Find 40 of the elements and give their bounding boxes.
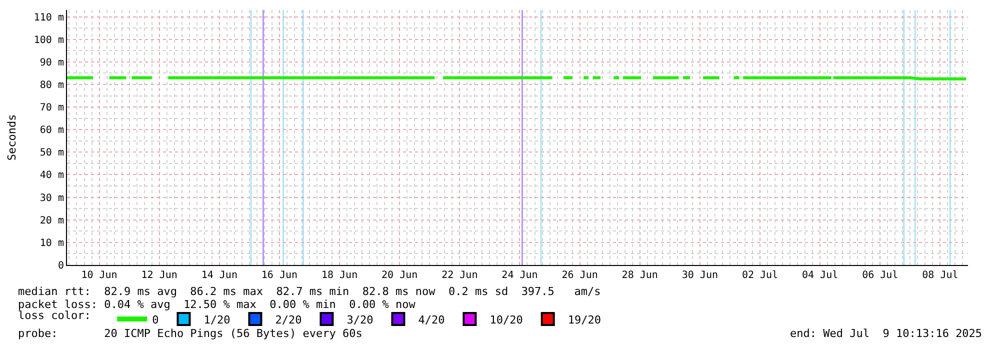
- legend-label: 10/20: [490, 313, 523, 326]
- x-tick-label: 30 Jun: [682, 270, 718, 281]
- y-tick-label: 10 m: [40, 238, 64, 249]
- x-tick-label: 20 Jun: [382, 270, 418, 281]
- y-tick-label: 70 m: [40, 102, 64, 114]
- x-tick-label: 22 Jun: [442, 270, 478, 281]
- x-tick-label: 24 Jun: [502, 270, 538, 281]
- text: end: Wed Jul 9 10:13:16 2025: [790, 327, 982, 340]
- legend-title: loss color:: [18, 308, 104, 322]
- text: median rtt: 82.9 ms avg 86.2 ms max 82.7 ms min 82.8 ms now 0.2 ms sd 397.5 am/s: [18, 285, 601, 298]
- x-tick-label: 16 Jun: [261, 270, 298, 281]
- x-tick-label: 14 Jun: [201, 270, 238, 281]
- y-tick-label: 110 m: [34, 12, 64, 24]
- x-tick-label: 04 Jul: [802, 270, 838, 281]
- x-tick-label: 18 Jun: [321, 270, 358, 281]
- x-tick-label: 02 Jul: [742, 270, 778, 281]
- y-tick-label: 60 m: [40, 125, 64, 136]
- legend-label: 3/20: [346, 313, 374, 326]
- legend-label: 4/20: [418, 313, 445, 326]
- y-tick-label: 30 m: [40, 192, 64, 204]
- x-tick-label: 26 Jun: [562, 270, 598, 281]
- y-axis-title: Seconds: [6, 114, 19, 161]
- x-tick-label: 08 Jul: [922, 270, 958, 281]
- x-tick-label: 28 Jun: [622, 270, 658, 281]
- y-tick-label: 80 m: [40, 80, 64, 91]
- y-tick-label: 0: [58, 260, 64, 272]
- x-tick-label: 10 Jun: [81, 270, 118, 281]
- y-tick-label: 50 m: [40, 148, 64, 159]
- legend-label: 19/20: [568, 313, 601, 326]
- x-tick-label: 12 Jun: [141, 270, 178, 281]
- legend-label: 0: [152, 313, 159, 326]
- y-tick-label: 90 m: [40, 57, 64, 68]
- y-tick-label: 40 m: [40, 170, 64, 182]
- y-tick-label: 20 m: [40, 215, 64, 226]
- legend-label: 1/20: [204, 313, 230, 326]
- text: probe: 20 ICMP Echo Pings (56 Bytes) every 60s: [18, 327, 362, 340]
- text: packet loss: 0.04 % avg 12.50 % max 0.00 % min 0.00 % now: [18, 298, 416, 311]
- legend-label: 2/20: [275, 313, 302, 326]
- y-tick-label: 100 m: [34, 34, 64, 46]
- x-tick-label: 06 Jul: [862, 270, 898, 281]
